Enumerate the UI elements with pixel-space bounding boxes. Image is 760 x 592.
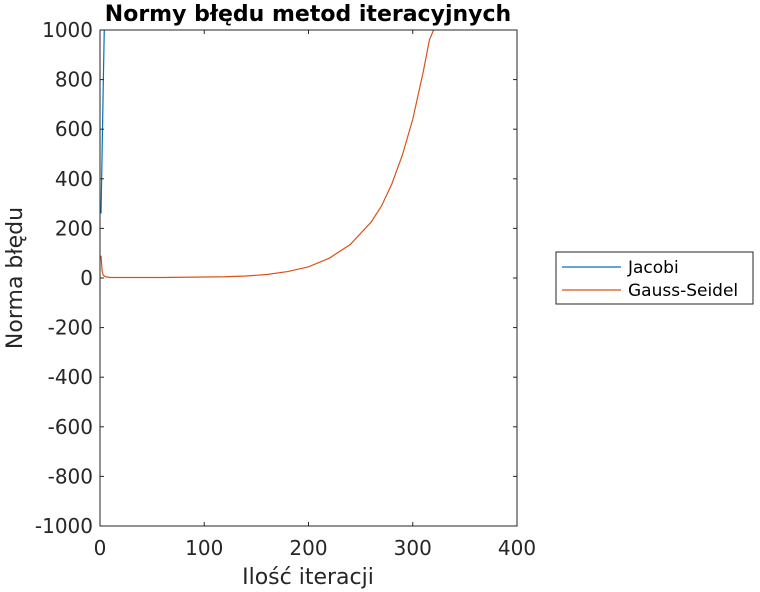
- y-tick-label: 0: [80, 266, 93, 290]
- tick-layer: 0 100 200 300 400 -1000 -800 -600 -400 -200 0 200 40…: [35, 18, 536, 560]
- y-axis-label: Norma błędu: [3, 207, 28, 349]
- y-tick-label: -600: [48, 415, 93, 439]
- y-tick-label: 800: [55, 68, 93, 92]
- y-tick-label: 200: [55, 216, 93, 240]
- y-tick-label: 1000: [42, 18, 93, 42]
- series-line-gauss-seidel: [100, 30, 435, 279]
- legend-label-jacobi: Jacobi: [627, 258, 679, 278]
- y-tick-label: -800: [48, 464, 93, 488]
- legend-label-gauss-seidel: Gauss-Seidel: [628, 281, 738, 301]
- y-tick-label: -1000: [35, 514, 93, 538]
- x-tick-label: 100: [185, 536, 223, 560]
- y-tick-label: -400: [48, 365, 93, 389]
- y-tick-label: 600: [55, 117, 93, 141]
- x-tick-label: 0: [94, 536, 107, 560]
- x-tick-label: 300: [394, 536, 432, 560]
- legend-box: [555, 251, 754, 305]
- y-tick-label: 400: [55, 167, 93, 191]
- series-layer: [100, 30, 435, 279]
- legend: Jacobi Gauss-Seidel: [555, 251, 754, 305]
- x-tick-label: 200: [289, 536, 327, 560]
- plot-frame: [99, 29, 518, 527]
- x-tick-label: 400: [498, 536, 536, 560]
- x-axis-label: Ilość iteracji: [242, 565, 374, 590]
- y-tick-label: -200: [48, 316, 93, 340]
- series-line-jacobi: [100, 30, 105, 214]
- chart-title: Normy błędu metod iteracyjnych: [105, 2, 511, 27]
